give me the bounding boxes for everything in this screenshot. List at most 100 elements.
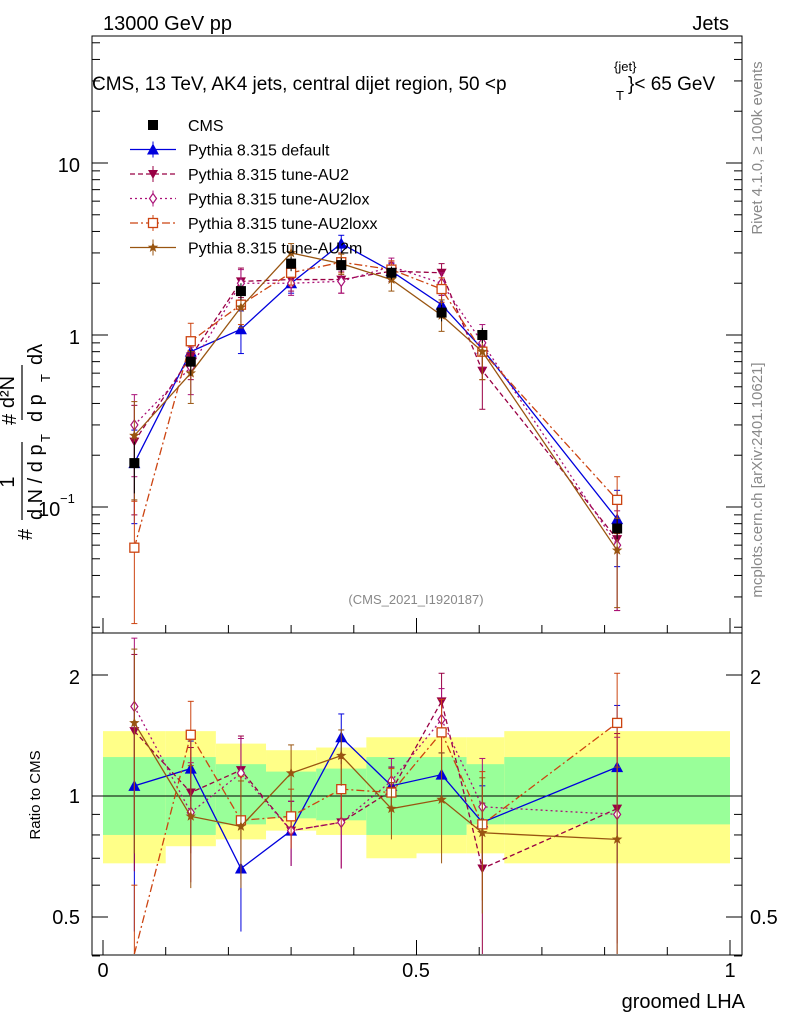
title-sub: T: [616, 88, 624, 103]
cms-point: [235, 286, 246, 297]
legend-label: Pythia 8.315 default: [188, 143, 330, 160]
axis-ticks: [92, 42, 742, 957]
cms-data: [129, 256, 623, 540]
x-tick-0: 0: [97, 960, 108, 982]
ratio-point: [129, 717, 140, 728]
main-y-tick-0p1-exp: −1: [60, 491, 75, 506]
title-tail: }< 65 GeV: [628, 74, 715, 95]
ratio-point: [436, 794, 447, 804]
ratio-point: [185, 729, 196, 740]
main-y-tick-0p1: 10 −1: [38, 491, 75, 521]
series-line: [133, 270, 618, 540]
cms-point: [286, 258, 297, 269]
data-point: [335, 237, 348, 249]
legend-label: Pythia 8.315 tune-AU2m: [188, 241, 362, 258]
ratio-y-tick-0p5-right: 0.5: [750, 907, 778, 929]
cms-point: [336, 260, 347, 271]
ratio-y-tick-1: 1: [69, 786, 80, 808]
data-point: [337, 275, 346, 288]
legend-marker: [147, 143, 159, 155]
legend-marker: [148, 192, 158, 205]
legend-label: CMS: [188, 118, 224, 135]
legend-marker: [147, 242, 159, 252]
series-line: [133, 261, 618, 548]
data-point: [185, 336, 196, 347]
data-point: [477, 346, 488, 357]
ratio-point: [386, 803, 397, 814]
ratio-point: [336, 784, 347, 795]
data-point: [234, 323, 247, 335]
ylabel-frac2-den: d p: [25, 394, 47, 422]
ylabel-den-sub: T: [38, 434, 53, 442]
series-1: [128, 234, 624, 568]
ratio-data-layer: [128, 637, 624, 955]
legend-label: Pythia 8.315 tune-AU2lox: [188, 192, 369, 209]
main-y-tick-1: 1: [69, 327, 80, 349]
legend-entry-0: CMS: [148, 118, 224, 135]
legend-entry-2: Pythia 8.315 tune-AU2: [130, 166, 349, 184]
series-line: [133, 252, 618, 551]
ratio-point: [285, 767, 297, 778]
ylabel-frac2-num: d²N: [0, 376, 19, 408]
legend-marker: [148, 120, 158, 130]
cms-point: [185, 356, 196, 367]
ylabel-hash2: #: [0, 413, 21, 425]
title-main: CMS, 13 TeV, AK4 jets, central dijet reg…: [92, 74, 507, 95]
data-point: [611, 544, 623, 555]
series-3: [130, 257, 622, 612]
rivet-label: Rivet 4.1.0, ≥ 100k events: [749, 61, 766, 234]
data-point: [129, 542, 140, 553]
series-4: [129, 252, 623, 625]
legend-label: Pythia 8.315 tune-AU2: [188, 167, 349, 184]
cms-point: [612, 523, 623, 534]
ratio-point: [235, 820, 247, 831]
ratio-uncertainty-bands: [103, 731, 730, 864]
main-data-layer: [128, 234, 624, 625]
main-y-tick-0p1-base: 10: [38, 499, 60, 521]
legend-label: Pythia 8.315 tune-AU2loxx: [188, 216, 377, 233]
data-point: [285, 247, 297, 258]
ratio-point: [477, 827, 488, 838]
plot-title: CMS, 13 TeV, AK4 jets, central dijet reg…: [92, 59, 715, 103]
data-point: [235, 301, 247, 312]
band-inner: [466, 764, 505, 825]
legend: CMS Pythia 8.315 default Pythia 8.315 tune…: [130, 118, 377, 258]
mcplots-label: mcplots.cern.ch [arXiv:2401.10621]: [749, 362, 766, 597]
ratio-point: [436, 727, 447, 738]
ylabel-hash: #: [15, 528, 37, 540]
legend-entry-4: Pythia 8.315 tune-AU2loxx: [130, 215, 377, 233]
ratio-y-tick-2-right: 2: [750, 667, 761, 689]
legend-marker: [148, 170, 158, 179]
x-axis-label: groomed LHA: [622, 991, 746, 1013]
ratio-point: [611, 717, 623, 729]
ratio-y-tick-0p5: 0.5: [52, 907, 80, 929]
ylabel-den: d N / d p: [25, 444, 47, 520]
series-2: [129, 261, 623, 612]
ylabel-frac2-tail: dλ: [25, 344, 47, 365]
cms-point: [436, 307, 447, 318]
legend-entry-3: Pythia 8.315 tune-AU2lox: [130, 190, 369, 209]
cms-point: [477, 330, 488, 340]
ratio-point: [336, 750, 347, 761]
ylabel-num: 1: [0, 476, 19, 487]
ratio-point: [285, 811, 297, 822]
category-label: Jets: [692, 13, 729, 35]
title-sup: {jet}: [614, 59, 637, 74]
legend-marker: [147, 217, 159, 229]
ratio-y-tick-2: 2: [69, 667, 80, 689]
ratio-point: [611, 833, 623, 844]
series-line: [133, 265, 618, 546]
data-point: [436, 283, 447, 295]
legend-entry-1: Pythia 8.315 default: [130, 141, 330, 160]
cms-point: [129, 458, 140, 469]
x-tick-1: 1: [724, 960, 735, 982]
ratio-y-axis-label: Ratio to CMS: [27, 750, 44, 839]
cms-point: [386, 267, 397, 278]
data-point: [611, 494, 623, 506]
ratio-series-5: [129, 648, 623, 954]
legend-entry-5: Pythia 8.315 tune-AU2m: [130, 239, 362, 258]
series-5: [129, 243, 623, 609]
main-y-tick-10: 10: [58, 155, 80, 177]
x-tick-0p5: 0.5: [402, 960, 430, 982]
